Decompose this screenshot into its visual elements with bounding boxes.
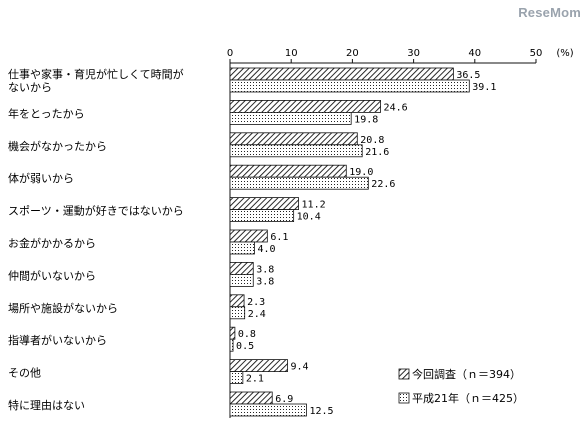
data-label: 4.0 xyxy=(257,244,275,255)
data-label: 24.6 xyxy=(384,102,408,113)
data-label: 12.5 xyxy=(310,406,334,417)
legend-swatch xyxy=(398,392,410,404)
category-label: 特に理由はない xyxy=(8,398,85,412)
data-label: 3.8 xyxy=(256,264,274,275)
legend-label: 平成21年（ｎ＝425） xyxy=(412,391,524,405)
x-tick-label: 10 xyxy=(285,48,298,59)
category-label: 機会がなかったから xyxy=(8,139,107,153)
category-label: 体が弱いから xyxy=(8,171,74,185)
data-label: 19.8 xyxy=(354,114,378,125)
bar-series-1 xyxy=(229,294,245,308)
bar-series-1 xyxy=(229,326,236,340)
bar-series-2 xyxy=(229,306,246,320)
data-label: 20.8 xyxy=(360,135,384,146)
bar-series-1 xyxy=(229,197,299,211)
data-label: 9.4 xyxy=(291,362,309,373)
data-label: 2.1 xyxy=(246,374,264,385)
bar-series-2 xyxy=(229,112,352,125)
bar-series-2 xyxy=(229,209,295,223)
x-tick-label: 0 xyxy=(227,48,233,59)
bar-series-1 xyxy=(229,100,381,113)
category-label: スポーツ・運動が好きではないから xyxy=(8,204,184,218)
x-tick-label: 30 xyxy=(407,48,420,59)
bar-series-1 xyxy=(229,67,454,81)
category-label: 仕事や家事・育児が忙しくて時間がないから xyxy=(8,67,184,94)
data-label: 6.9 xyxy=(275,394,293,405)
bar-series-1 xyxy=(229,164,347,178)
unit-label: (%) xyxy=(556,48,573,59)
bar-series-1 xyxy=(229,132,358,146)
x-tick-label: 40 xyxy=(468,48,481,59)
bar-series-2 xyxy=(229,79,470,93)
data-label: 0.8 xyxy=(238,329,256,340)
category-label: 指導者がいないから xyxy=(8,333,107,347)
data-label: 6.1 xyxy=(270,232,288,243)
x-tick-label: 50 xyxy=(530,48,543,59)
bar-series-2 xyxy=(229,338,234,352)
legend-swatch xyxy=(398,368,410,380)
bar-series-2 xyxy=(229,273,254,287)
bar-series-1 xyxy=(229,229,268,243)
category-label: 年をとったから xyxy=(8,106,85,120)
data-label: 39.1 xyxy=(472,82,496,93)
bar-series-2 xyxy=(229,176,369,190)
data-label: 2.3 xyxy=(247,297,265,308)
bar-series-2 xyxy=(229,241,255,255)
category-label: お金がかかるから xyxy=(8,236,96,250)
resemom-watermark: ReseMom xyxy=(518,5,581,20)
data-label: 2.4 xyxy=(248,309,266,320)
data-label: 11.2 xyxy=(302,200,326,211)
bar-series-1 xyxy=(229,391,273,405)
bar-series-2 xyxy=(229,403,307,417)
bar-series-1 xyxy=(229,359,288,373)
data-label: 3.8 xyxy=(256,276,274,287)
data-label: 19.0 xyxy=(349,167,373,178)
category-label: 仲間がいないから xyxy=(8,268,96,282)
data-label: 22.6 xyxy=(371,179,395,190)
bar-series-2 xyxy=(229,371,244,385)
bar-series-2 xyxy=(229,144,363,158)
data-label: 21.6 xyxy=(365,147,389,158)
data-label: 36.5 xyxy=(456,70,480,81)
data-label: 10.4 xyxy=(297,212,321,223)
data-label: 0.5 xyxy=(236,341,254,352)
category-label: その他 xyxy=(8,367,41,380)
x-tick-label: 20 xyxy=(346,48,359,59)
category-label: 場所や施設がないから xyxy=(8,301,118,315)
bar-series-1 xyxy=(229,261,254,275)
legend-label: 今回調査（ｎ＝394） xyxy=(412,367,521,381)
